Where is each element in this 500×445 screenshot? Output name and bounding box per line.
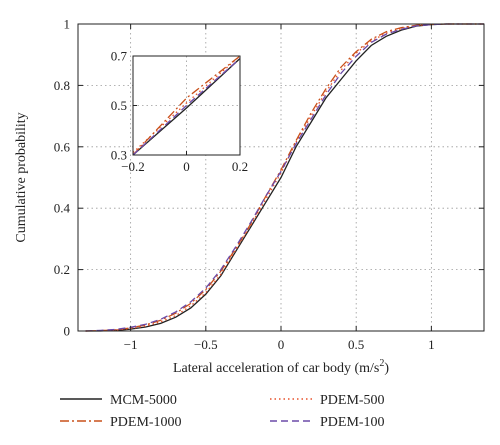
legend-label: MCM-5000 bbox=[110, 393, 177, 408]
inset-y-tick-label: 0.5 bbox=[111, 98, 127, 113]
legend-item: MCM-5000 bbox=[60, 393, 177, 408]
legend-label: PDEM-500 bbox=[320, 393, 385, 408]
x-tick-label: −0.5 bbox=[194, 337, 218, 352]
inset-x-tick-label: −0.2 bbox=[121, 159, 145, 174]
x-tick-label: 0 bbox=[278, 337, 285, 352]
inset-y-tick-label: 0.7 bbox=[111, 49, 128, 64]
x-axis-label-superscript: 2 bbox=[379, 358, 384, 369]
main-ticks: −1 −0.5 0 0.5 1 0 0.2 0.4 0.6 0.8 1 bbox=[54, 17, 484, 352]
x-axis-label-close: ) bbox=[384, 361, 389, 376]
x-tick-label: 1 bbox=[428, 337, 435, 352]
main-series bbox=[85, 23, 484, 332]
inset-series-line-pdem-1000 bbox=[132, 55, 241, 156]
x-axis-label-main: Lateral acceleration of car body (m/s bbox=[173, 361, 379, 376]
x-tick-label: −1 bbox=[124, 337, 138, 352]
legend-item: PDEM-100 bbox=[270, 415, 385, 430]
inset-y-tick-label: 0.3 bbox=[111, 148, 127, 163]
inset-plot: −0.2 0 0.2 0.3 0.5 0.7 bbox=[111, 49, 248, 175]
legend-label: PDEM-100 bbox=[320, 415, 385, 430]
y-tick-label: 1 bbox=[64, 17, 71, 32]
inset-x-tick-label: 0 bbox=[183, 159, 190, 174]
y-tick-label: 0.4 bbox=[54, 201, 71, 216]
inset-x-tick-label: 0.2 bbox=[232, 159, 248, 174]
series-line-pdem-1000 bbox=[85, 23, 484, 332]
y-tick-label: 0 bbox=[64, 324, 71, 339]
x-tick-label: 0.5 bbox=[348, 337, 364, 352]
legend-label: PDEM-1000 bbox=[110, 415, 182, 430]
x-axis-label: Lateral acceleration of car body (m/s2) bbox=[173, 358, 389, 376]
legend: MCM-5000 PDEM-500 PDEM-1000 PDEM-100 bbox=[60, 393, 385, 430]
inset-series-line-pdem-100 bbox=[132, 57, 241, 156]
inset-series-line-pdem-500 bbox=[132, 55, 241, 154]
series-line-mcm-5000 bbox=[85, 23, 484, 332]
y-tick-label: 0.8 bbox=[54, 78, 70, 93]
y-tick-label: 0.2 bbox=[54, 262, 70, 277]
legend-item: PDEM-500 bbox=[270, 393, 385, 408]
y-tick-label: 0.6 bbox=[54, 139, 71, 154]
y-axis-label: Cumulative probability bbox=[14, 112, 29, 242]
series-line-pdem-100 bbox=[85, 23, 484, 332]
legend-item: PDEM-1000 bbox=[60, 415, 182, 430]
